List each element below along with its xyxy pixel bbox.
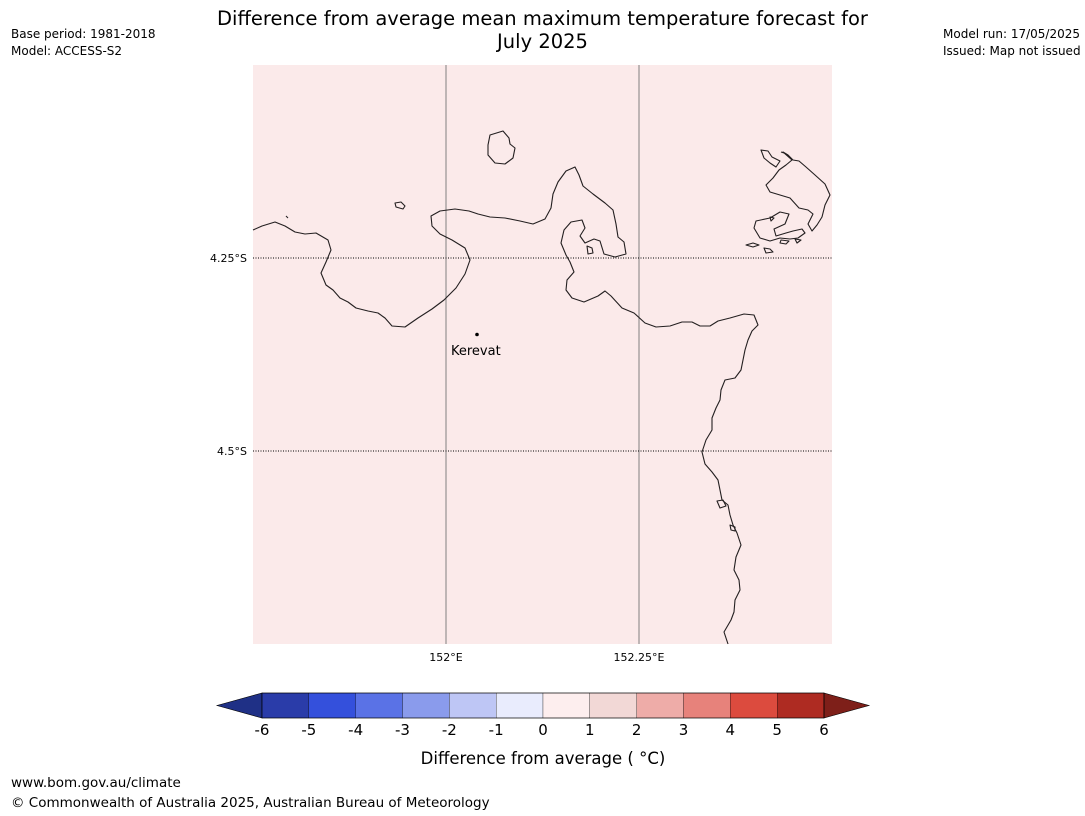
colorbar-tick-label: 2 xyxy=(632,721,642,739)
colorbar: -6 -5 -4 -3 -2 -1 0 1 2 3 4 5 6 xyxy=(215,692,871,739)
colorbar-tick-label: 3 xyxy=(679,721,689,739)
base-period-text: Base period: 1981-2018 xyxy=(11,27,156,41)
colorbar-segment xyxy=(730,692,778,719)
colorbar-label: Difference from average ( °C) xyxy=(421,749,666,768)
colorbar-tick-label: 4 xyxy=(726,721,736,739)
header-right-info: Model run: 17/05/2025 Issued: Map not is… xyxy=(943,26,1081,60)
kerevat-marker xyxy=(475,332,479,337)
header-left-info: Base period: 1981-2018 Model: ACCESS-S2 xyxy=(11,26,156,60)
colorbar-segment xyxy=(542,692,590,719)
colorbar-tick-label: 5 xyxy=(772,721,782,739)
colorbar-tick-label: -4 xyxy=(348,721,363,739)
colorbar-high-extend xyxy=(823,692,871,719)
footer-url: www.bom.gov.au/climate xyxy=(11,775,181,791)
lon-label-152e: 152°E xyxy=(429,651,462,664)
colorbar-tick-label: -1 xyxy=(489,721,504,739)
colorbar-tick-label: 1 xyxy=(585,721,595,739)
colorbar-segment xyxy=(261,692,309,719)
footer-copyright: © Commonwealth of Australia 2025, Austra… xyxy=(11,795,490,811)
lon-label-152-25e: 152.25°E xyxy=(614,651,665,664)
colorbar-tick-label: -3 xyxy=(395,721,410,739)
colorbar-tick-label: -5 xyxy=(301,721,316,739)
title-line-2: July 2025 xyxy=(497,30,588,53)
colorbar-tick-label: -2 xyxy=(442,721,457,739)
colorbar-segment xyxy=(589,692,637,719)
lat-label-4-5s: 4.5°S xyxy=(217,445,247,458)
kerevat-label: Kerevat xyxy=(451,344,501,359)
colorbar-outline xyxy=(261,692,825,719)
colorbar-tick-label: 6 xyxy=(819,721,829,739)
colorbar-low-extend xyxy=(215,692,263,719)
coastline xyxy=(252,130,831,645)
issued-text: Issued: Map not issued xyxy=(943,44,1081,58)
colorbar-segment xyxy=(777,692,825,719)
lat-label-4-25s: 4.25°S xyxy=(210,252,247,265)
colorbar-segment xyxy=(402,692,450,719)
map-area xyxy=(253,65,832,644)
model-text: Model: ACCESS-S2 xyxy=(11,44,123,58)
colorbar-segment xyxy=(683,692,731,719)
colorbar-segment xyxy=(355,692,403,719)
colorbar-segment xyxy=(496,692,544,719)
colorbar-segment xyxy=(449,692,497,719)
model-run-text: Model run: 17/05/2025 xyxy=(943,27,1081,41)
colorbar-segment xyxy=(308,692,356,719)
colorbar-segment xyxy=(636,692,684,719)
title-line-1: Difference from average mean maximum tem… xyxy=(217,7,868,30)
colorbar-tick-label: 0 xyxy=(538,721,548,739)
map-title: Difference from average mean maximum tem… xyxy=(180,7,905,53)
colorbar-tick-label: -6 xyxy=(255,721,270,739)
